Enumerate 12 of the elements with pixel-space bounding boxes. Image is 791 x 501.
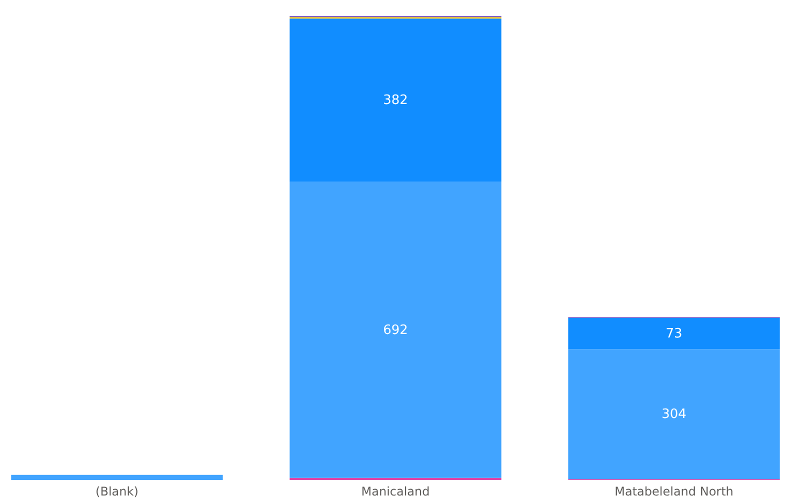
data-label: 692 — [383, 322, 408, 338]
x-tick-label: (Blank) — [96, 484, 138, 498]
bar — [11, 474, 223, 480]
bar — [290, 182, 502, 478]
data-label: 304 — [662, 407, 686, 422]
data-label: 73 — [666, 326, 682, 342]
bar — [568, 349, 780, 480]
bar — [568, 318, 780, 350]
x-tick-label: Matabeleland North — [614, 484, 734, 498]
bar — [290, 18, 502, 182]
x-tick-label: Manicaland — [361, 484, 430, 498]
data-label: 382 — [383, 93, 408, 108]
